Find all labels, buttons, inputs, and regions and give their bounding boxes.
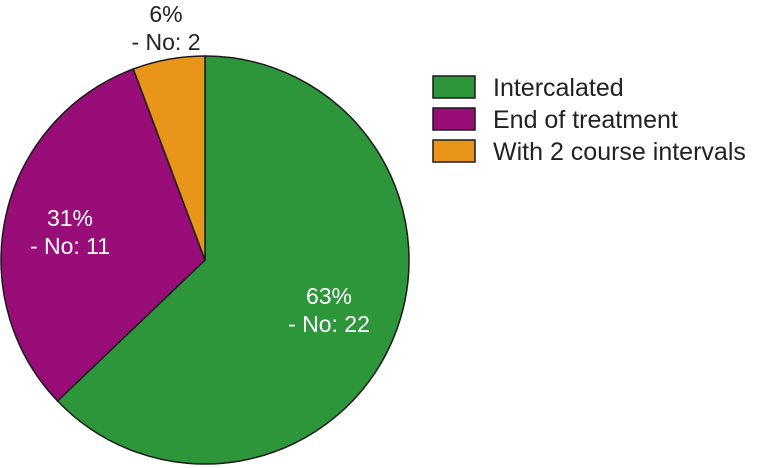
slice-end-of-treatment [0, 68, 206, 403]
slice-percent-label: 63% [306, 283, 352, 309]
legend-swatch [432, 139, 476, 163]
slice-labels: 63%- No: 22 31%- No: 11 6%- No: 2 [30, 1, 370, 337]
slice-count-label: - No: 11 [30, 233, 110, 259]
legend-label: Intercalated [493, 74, 624, 102]
slice-count-label: - No: 2 [131, 29, 200, 55]
slice-with-2-course-intervals [132, 55, 206, 261]
legend-swatch [432, 107, 476, 131]
slice-percent-label: 6% [149, 1, 182, 27]
legend: Intercalated End of treatment With 2 cours… [432, 74, 746, 166]
slice-intercalated [56, 55, 410, 465]
slice-percent-label: 31% [47, 205, 93, 231]
slice-count-label: - No: 22 [288, 311, 370, 337]
legend-swatch [432, 75, 476, 99]
legend-label: With 2 course intervals [493, 138, 746, 166]
pie-slices [0, 55, 410, 465]
legend-label: End of treatment [493, 106, 678, 134]
